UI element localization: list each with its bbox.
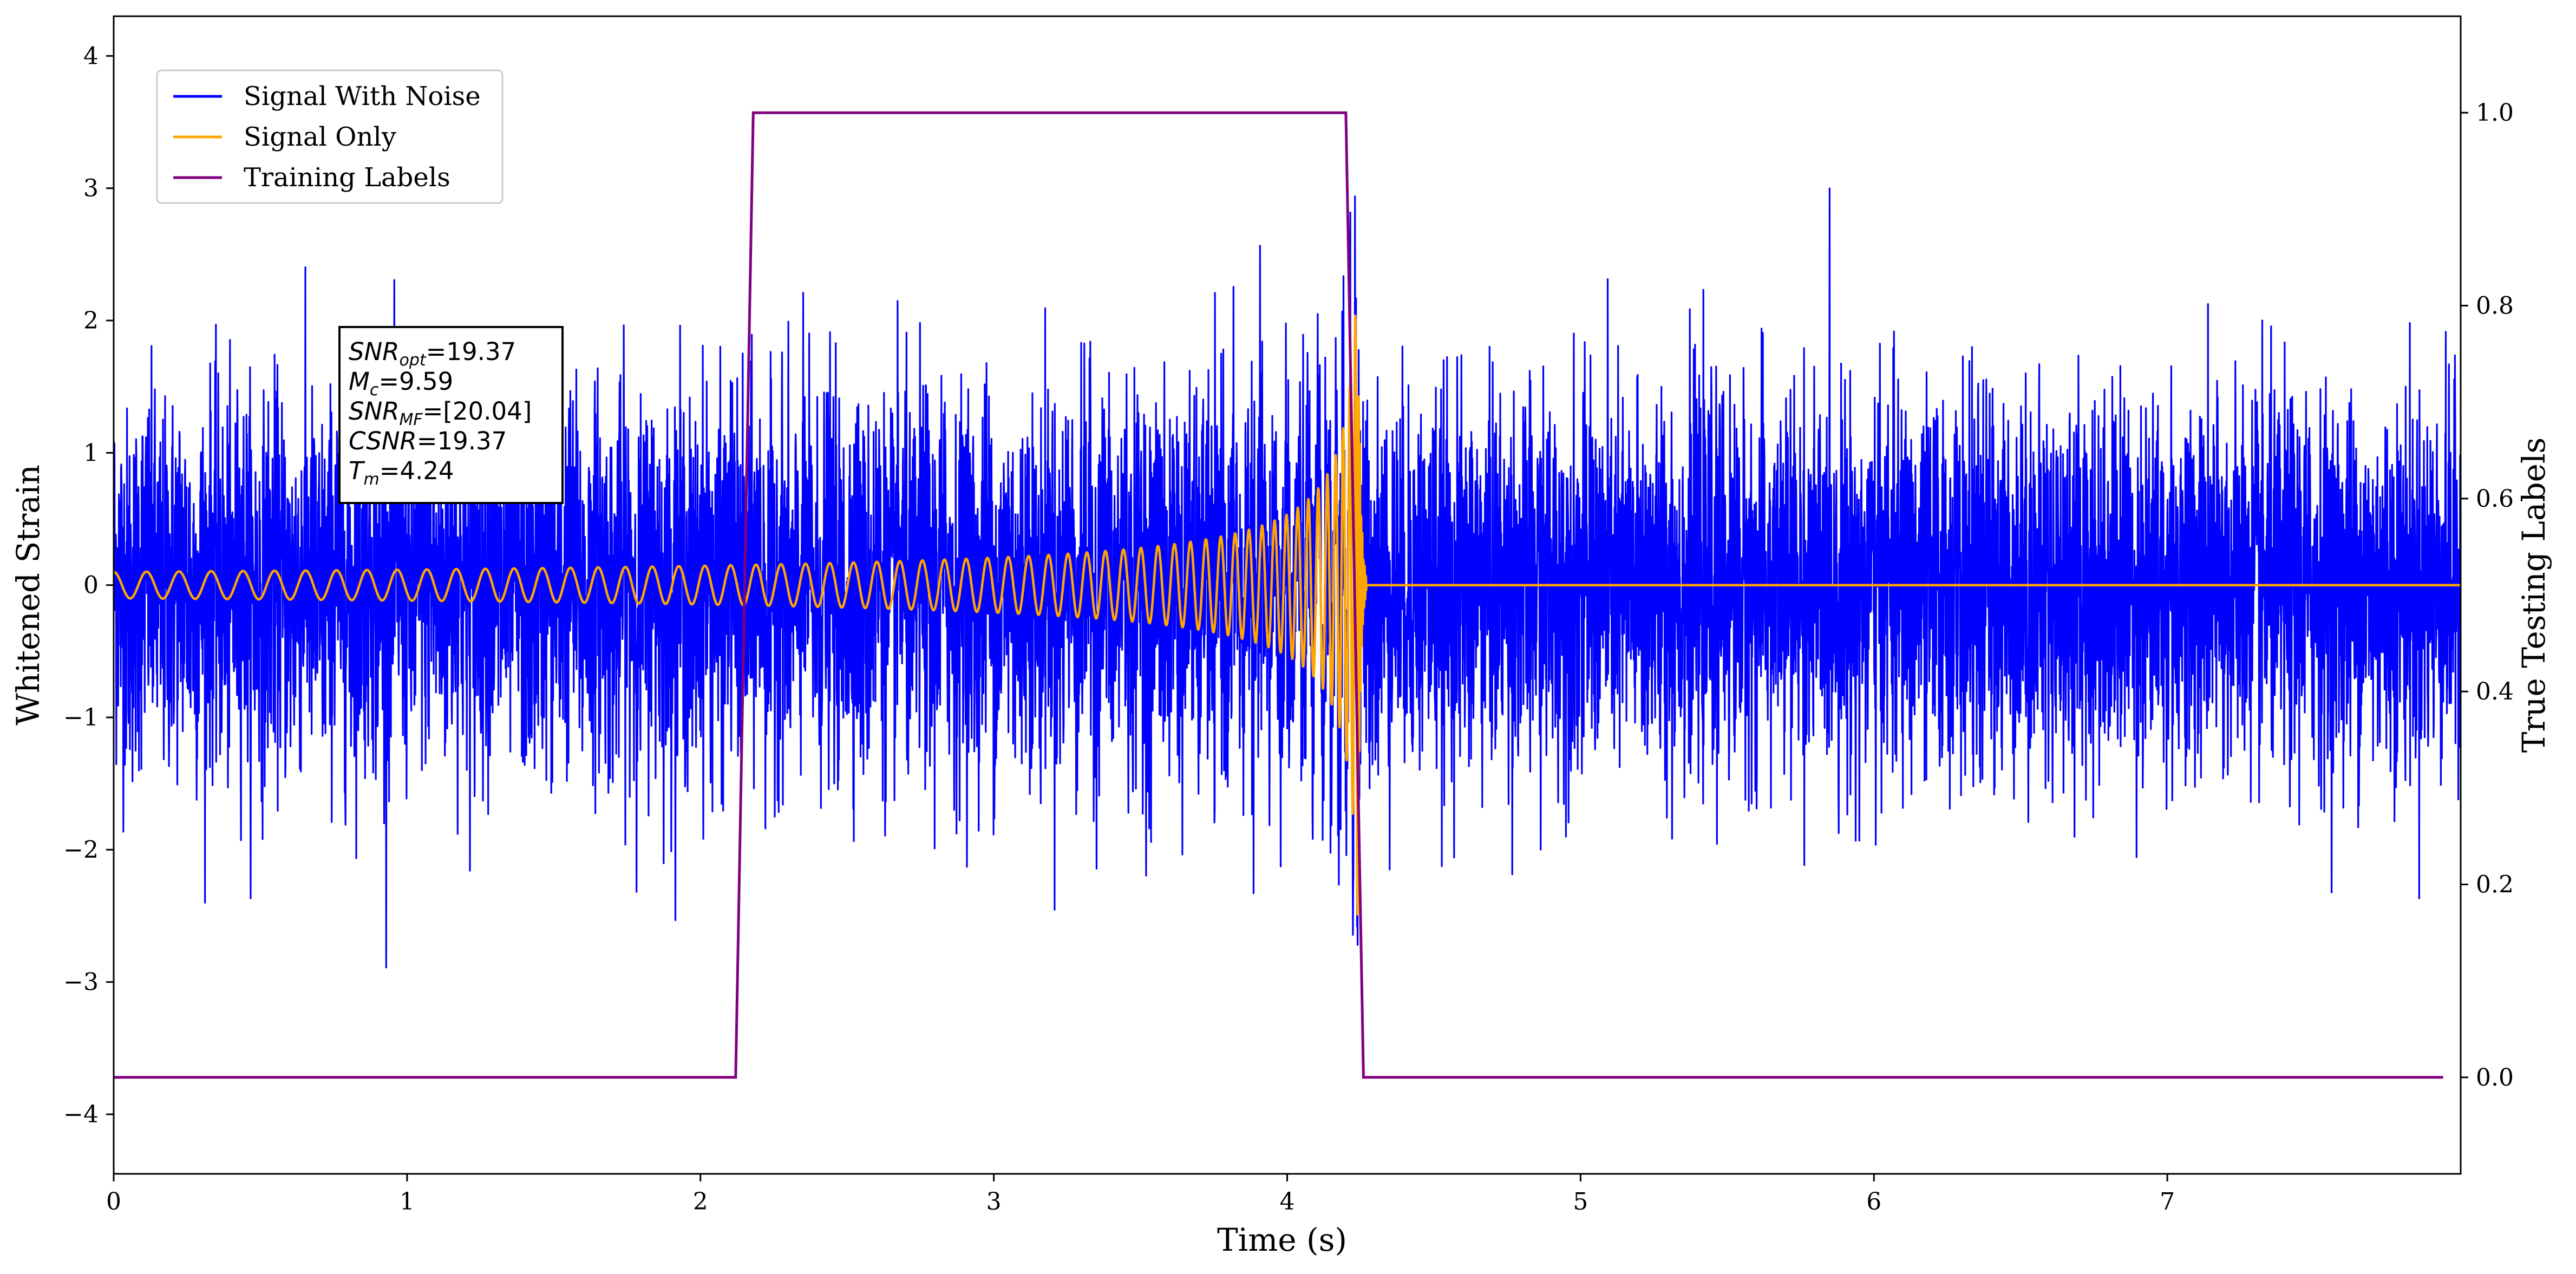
- y-tick-label: 1: [83, 439, 99, 467]
- x-tick-label: 6: [1866, 1188, 1881, 1216]
- info-line: CSNR=19.37: [349, 427, 507, 455]
- x-tick-label: 3: [986, 1188, 1002, 1216]
- y-right-tick-label: 0.6: [2476, 485, 2514, 513]
- y-tick-label: 4: [83, 42, 99, 70]
- x-tick-label: 7: [2160, 1188, 2175, 1216]
- legend-label-signal-with-noise: Signal With Noise: [244, 81, 481, 112]
- legend-label-signal-only: Signal Only: [244, 122, 396, 152]
- y-right-tick-label: 0.0: [2476, 1064, 2514, 1092]
- y-right-tick-label: 0.2: [2476, 871, 2514, 899]
- info-annotation: SNRopt=19.37Mc=9.59SNRMF=[20.04]CSNR=19.…: [339, 327, 563, 503]
- info-line: Mc=9.59: [349, 367, 453, 400]
- x-tick-label: 5: [1573, 1188, 1588, 1216]
- x-tick-label: 4: [1280, 1188, 1295, 1216]
- y-axis-title: Whitened Strain: [10, 465, 47, 726]
- y-right-tick-label: 0.8: [2476, 292, 2514, 320]
- y-tick-label: −2: [63, 836, 99, 864]
- x-tick-label: 1: [400, 1188, 415, 1216]
- legend-label-training-labels: Training Labels: [244, 162, 450, 193]
- y-tick-label: 0: [83, 572, 99, 599]
- info-line: SNRMF=[20.04]: [349, 397, 532, 429]
- y-right-tick-label: 1.0: [2476, 99, 2514, 127]
- y-tick-label: −3: [63, 969, 99, 996]
- x-axis-title: Time (s): [1217, 1221, 1347, 1258]
- y-axis-right-title: True Testing Labels: [2515, 437, 2552, 753]
- legend: Signal With Noise Signal Only Training L…: [157, 70, 502, 203]
- x-tick-label: 0: [106, 1188, 121, 1216]
- y-tick-label: 3: [83, 175, 99, 202]
- y-tick-label: 2: [83, 307, 99, 335]
- y-right-tick-label: 0.4: [2476, 678, 2514, 705]
- y-tick-label: −4: [63, 1101, 99, 1128]
- info-line: SNRopt=19.37: [349, 337, 516, 370]
- x-tick-label: 2: [693, 1188, 708, 1216]
- y-tick-label: −1: [63, 704, 99, 731]
